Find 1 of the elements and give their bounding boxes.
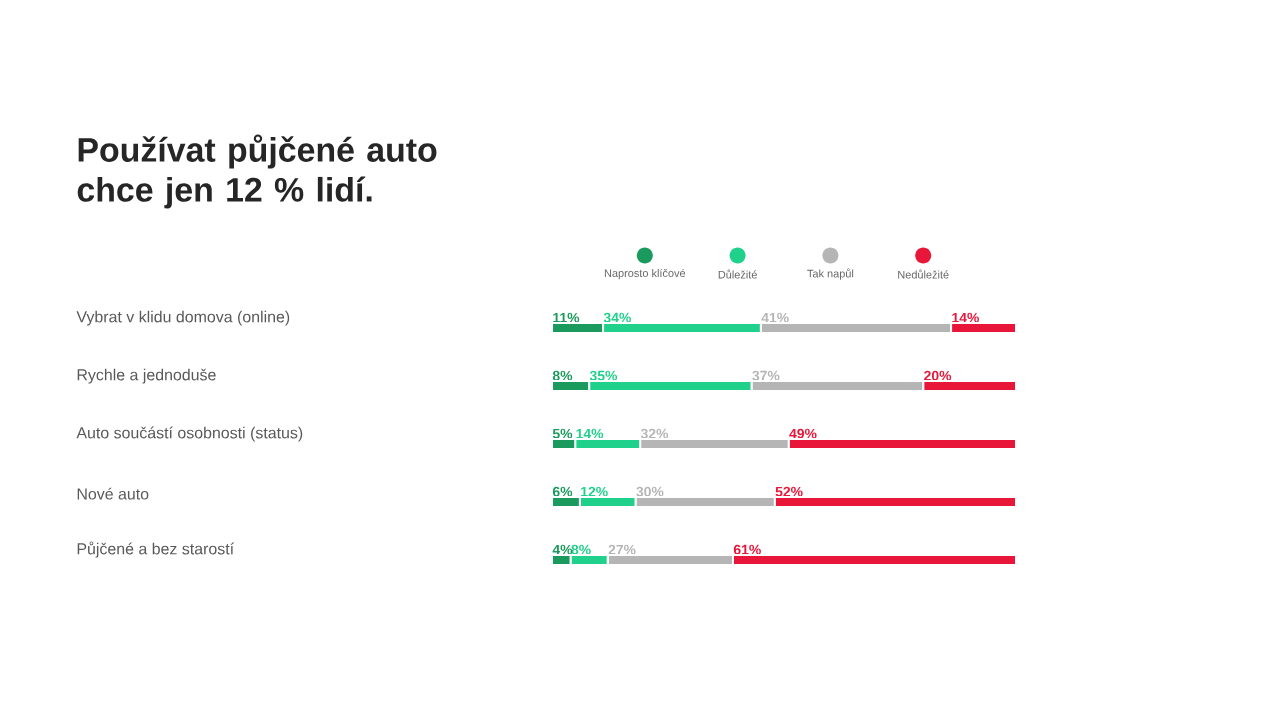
text: Používat půjčené auto chce jen 12 % lidí. bbox=[77, 134, 437, 209]
